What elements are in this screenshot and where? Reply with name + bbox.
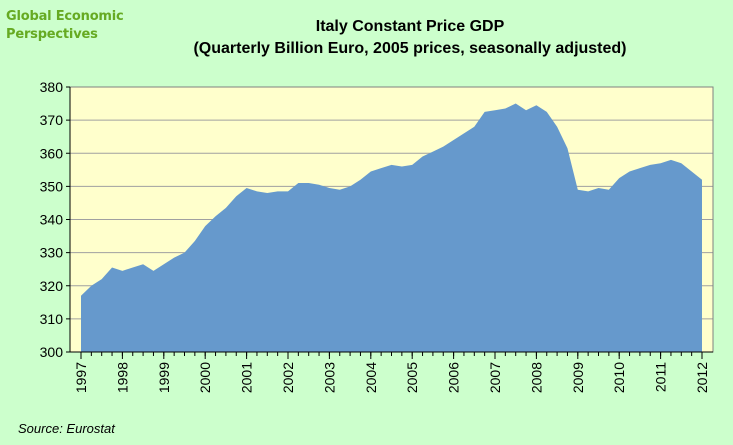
y-tick-label-320: 320 xyxy=(40,278,64,294)
y-tick-label-330: 330 xyxy=(40,245,64,261)
y-tick-label-370: 370 xyxy=(40,112,64,128)
x-tick-label-2000: 2000 xyxy=(197,362,213,393)
x-tick-label-1998: 1998 xyxy=(114,362,130,393)
x-tick-label-2010: 2010 xyxy=(611,362,627,393)
y-tick-label-340: 340 xyxy=(40,212,64,228)
x-tick-label-2011: 2011 xyxy=(653,362,669,392)
x-tick-label-2009: 2009 xyxy=(570,362,586,393)
chart-title-line-1: Italy Constant Price GDP xyxy=(315,18,505,35)
x-tick-label-2001: 2001 xyxy=(239,362,255,393)
x-tick-label-2006: 2006 xyxy=(446,362,462,393)
brand-line-1: Global Economic xyxy=(6,9,124,24)
y-tick-label-300: 300 xyxy=(40,344,64,360)
brand-line-2: Perspectives xyxy=(6,27,98,42)
x-tick-label-2008: 2008 xyxy=(528,362,544,393)
x-tick-label-2004: 2004 xyxy=(363,362,379,393)
x-tick-label-2005: 2005 xyxy=(404,362,420,393)
y-tick-label-310: 310 xyxy=(40,311,64,327)
chart-title-line-2: (Quarterly Billion Euro, 2005 prices, se… xyxy=(193,40,627,57)
y-tick-label-380: 380 xyxy=(40,79,64,95)
x-tick-label-2002: 2002 xyxy=(280,362,296,393)
y-tick-label-350: 350 xyxy=(40,178,64,194)
x-tick-label-2007: 2007 xyxy=(487,362,503,393)
chart-title: Italy Constant Price GDP (Quarterly Bill… xyxy=(130,16,690,60)
x-tick-label-1997: 1997 xyxy=(73,362,89,393)
gdp-area-series xyxy=(81,103,702,352)
source-note: Source: Eurostat xyxy=(18,421,115,436)
x-tick-label-2012: 2012 xyxy=(694,362,710,393)
y-tick-label-360: 360 xyxy=(40,145,64,161)
brand-logo: Global Economic Perspectives xyxy=(6,8,124,44)
x-tick-label-1999: 1999 xyxy=(156,362,172,393)
x-tick-label-2003: 2003 xyxy=(321,362,337,393)
